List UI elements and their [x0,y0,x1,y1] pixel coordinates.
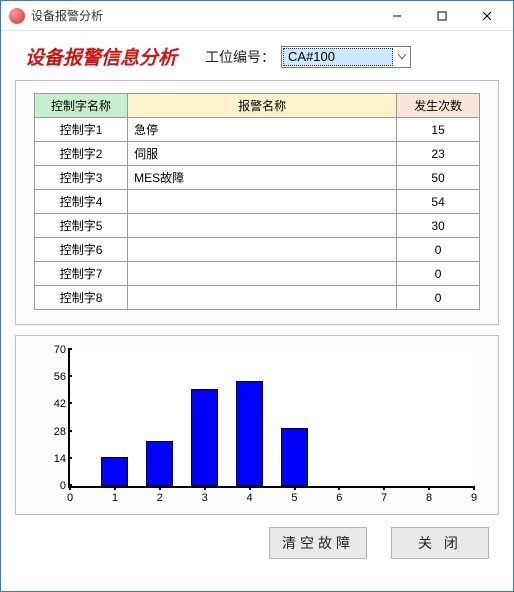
bar [191,389,218,486]
page-title: 设备报警信息分析 [25,43,177,70]
y-tick-label: 28 [40,426,66,438]
bar [236,381,263,486]
header-row: 设备报警信息分析 工位编号： CA#100 [15,39,499,80]
table-row: 控制字5 30 [35,214,480,238]
table-cell: 急停 [128,118,397,142]
y-tick-label: 42 [40,398,66,410]
table-cell: 控制字3 [35,166,128,190]
table-cell [128,214,397,238]
table-cell: 控制字8 [35,286,128,310]
x-tick-label: 3 [202,492,208,504]
table-cell: 控制字2 [35,142,128,166]
table-row: 控制字1急停15 [35,118,480,142]
close-button[interactable]: 关 闭 [391,527,489,559]
table-header: 报警名称 [128,94,397,118]
table-cell: 控制字4 [35,190,128,214]
table-row: 控制字4 54 [35,190,480,214]
x-tick-label: 9 [471,492,477,504]
table-header: 发生次数 [397,94,480,118]
table-cell: 54 [397,190,480,214]
table-cell [128,190,397,214]
station-combo-value: CA#100 [283,48,393,66]
table-cell [128,262,397,286]
y-tick-label: 14 [40,453,66,465]
x-tick-label: 6 [336,492,342,504]
table-cell: 23 [397,142,480,166]
close-window-button[interactable] [464,2,509,30]
table-panel: 控制字名称报警名称发生次数 控制字1急停15控制字2伺服23控制字3MES故障5… [15,80,499,325]
table-cell: 控制字6 [35,238,128,262]
table-row: 控制字2伺服23 [35,142,480,166]
table-cell [128,238,397,262]
alarm-table: 控制字名称报警名称发生次数 控制字1急停15控制字2伺服23控制字3MES故障5… [34,93,480,310]
minimize-button[interactable] [374,2,419,30]
chart-wrap: 014284256700123456789 [34,344,480,510]
maximize-button[interactable] [419,2,464,30]
table-row: 控制字6 0 [35,238,480,262]
x-tick-label: 1 [112,492,118,504]
table-cell: MES故障 [128,166,397,190]
table-row: 控制字7 0 [35,262,480,286]
chart-panel: 014284256700123456789 [15,335,499,515]
button-row: 清空故障 关 闭 [15,525,499,559]
clear-fault-button[interactable]: 清空故障 [269,527,367,559]
x-tick-label: 7 [381,492,387,504]
x-tick-label: 8 [426,492,432,504]
table-cell: 0 [397,262,480,286]
table-header: 控制字名称 [35,94,128,118]
bar [101,457,128,486]
window-title: 设备报警分析 [31,7,374,24]
station-combo[interactable]: CA#100 [281,46,411,68]
table-row: 控制字8 0 [35,286,480,310]
bar [281,428,308,486]
table-cell: 0 [397,238,480,262]
table-cell: 控制字1 [35,118,128,142]
chevron-down-icon [394,47,410,67]
station-label: 工位编号： [205,47,275,67]
y-tick-label: 0 [40,480,66,492]
table-cell: 50 [397,166,480,190]
x-tick-label: 4 [246,492,252,504]
table-cell [128,286,397,310]
x-tick-label: 2 [157,492,163,504]
y-tick-label: 70 [40,344,66,356]
bar-chart: 014284256700123456789 [68,350,474,488]
x-tick-label: 0 [67,492,73,504]
content-area: 设备报警信息分析 工位编号： CA#100 控制字名称报警名称发生次数 控制字1… [1,31,513,591]
x-tick-label: 5 [291,492,297,504]
y-tick-label: 56 [40,371,66,383]
table-cell: 30 [397,214,480,238]
table-cell: 控制字5 [35,214,128,238]
app-window: 设备报警分析 设备报警信息分析 工位编号： CA#100 控制字名称报警名称发生… [0,0,514,592]
bar [146,441,173,486]
table-row: 控制字3MES故障50 [35,166,480,190]
titlebar: 设备报警分析 [1,1,513,31]
table-cell: 0 [397,286,480,310]
table-cell: 15 [397,118,480,142]
table-cell: 控制字7 [35,262,128,286]
table-cell: 伺服 [128,142,397,166]
app-icon [9,8,25,24]
